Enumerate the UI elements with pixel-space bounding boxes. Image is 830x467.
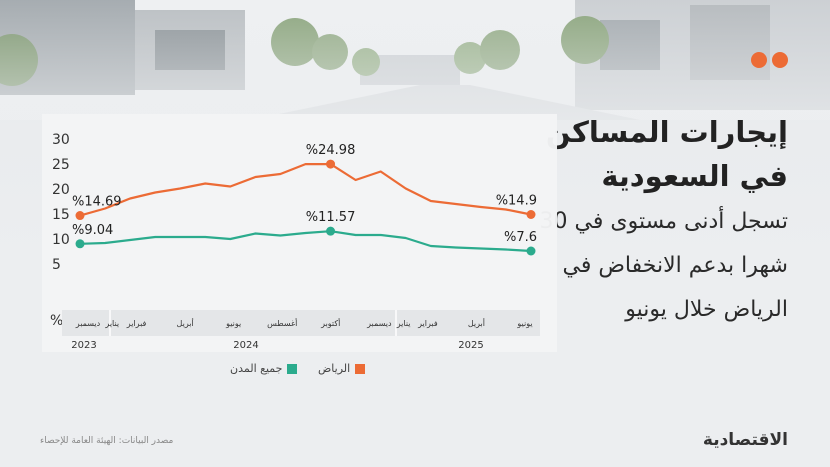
x-tick-label: يونيو <box>516 319 532 328</box>
data-label: %11.57 <box>306 210 356 225</box>
x-tick-label: فبراير <box>417 319 438 328</box>
y-tick-label: 10 <box>52 232 70 248</box>
legend-item-riyadh: الرياض <box>318 362 366 375</box>
x-tick-label: ديسمبر <box>366 319 392 328</box>
data-label: %14.9 <box>496 194 537 209</box>
y-tick-label: 20 <box>52 182 70 198</box>
y-tick-label: 15 <box>52 207 70 223</box>
data-point-riyadh <box>526 210 536 219</box>
x-tick-label: أبريل <box>177 318 194 328</box>
y-tick-label: 25 <box>52 157 70 173</box>
data-point-riyadh <box>75 211 85 221</box>
legend-swatch-all-cities <box>287 363 298 374</box>
x-tick-label: أبريل <box>468 318 485 328</box>
data-label: %7.6 <box>504 230 537 245</box>
page-title: إيجارات المساكن في السعودية <box>545 115 788 193</box>
legend-swatch-riyadh <box>355 363 366 374</box>
x-tick-label: ديسمبر <box>75 319 101 328</box>
year-label: 2023 <box>71 340 96 351</box>
brand-dot <box>751 52 767 68</box>
page-subtitle: تسجل أدنى مستوى في 30 شهرا بدعم الانخفاض… <box>540 209 788 322</box>
brand-dots <box>751 52 788 68</box>
legend-label-all-cities: جميع المدن <box>230 362 283 375</box>
legend-label-riyadh: الرياض <box>318 362 351 375</box>
data-point-all-cities <box>75 239 85 249</box>
chart-legend: الرياض جميع المدن <box>0 362 830 382</box>
data-point-riyadh <box>326 159 336 169</box>
y-tick-label: 30 <box>52 132 70 148</box>
source-note: مصدر البيانات: الهيئة العامة للإحصاء <box>40 436 174 446</box>
x-tick-label: يناير <box>104 319 119 328</box>
legend-item-all-cities: جميع المدن <box>230 362 298 375</box>
x-axis-band <box>62 310 540 336</box>
brand-dot <box>772 52 788 68</box>
year-label: 2024 <box>233 340 258 351</box>
x-tick-label: أكتوبر <box>320 318 340 328</box>
data-point-all-cities <box>526 246 536 256</box>
publisher-logo: الاقتصادية <box>702 430 788 450</box>
data-label: %14.69 <box>72 195 122 210</box>
x-tick-label: يونيو <box>225 319 241 328</box>
data-label: %24.98 <box>306 143 356 158</box>
y-tick-label: 5 <box>52 257 61 273</box>
data-label: %9.04 <box>72 223 113 238</box>
series-line-riyadh <box>79 163 532 217</box>
year-label: 2025 <box>458 340 483 351</box>
x-tick-label: أغسطس <box>267 318 297 328</box>
x-tick-label: فبراير <box>126 319 147 328</box>
x-tick-label: يناير <box>396 319 411 328</box>
data-point-all-cities <box>326 226 336 236</box>
y-axis-label: % <box>50 313 63 329</box>
series-line-all-cities <box>79 230 532 253</box>
